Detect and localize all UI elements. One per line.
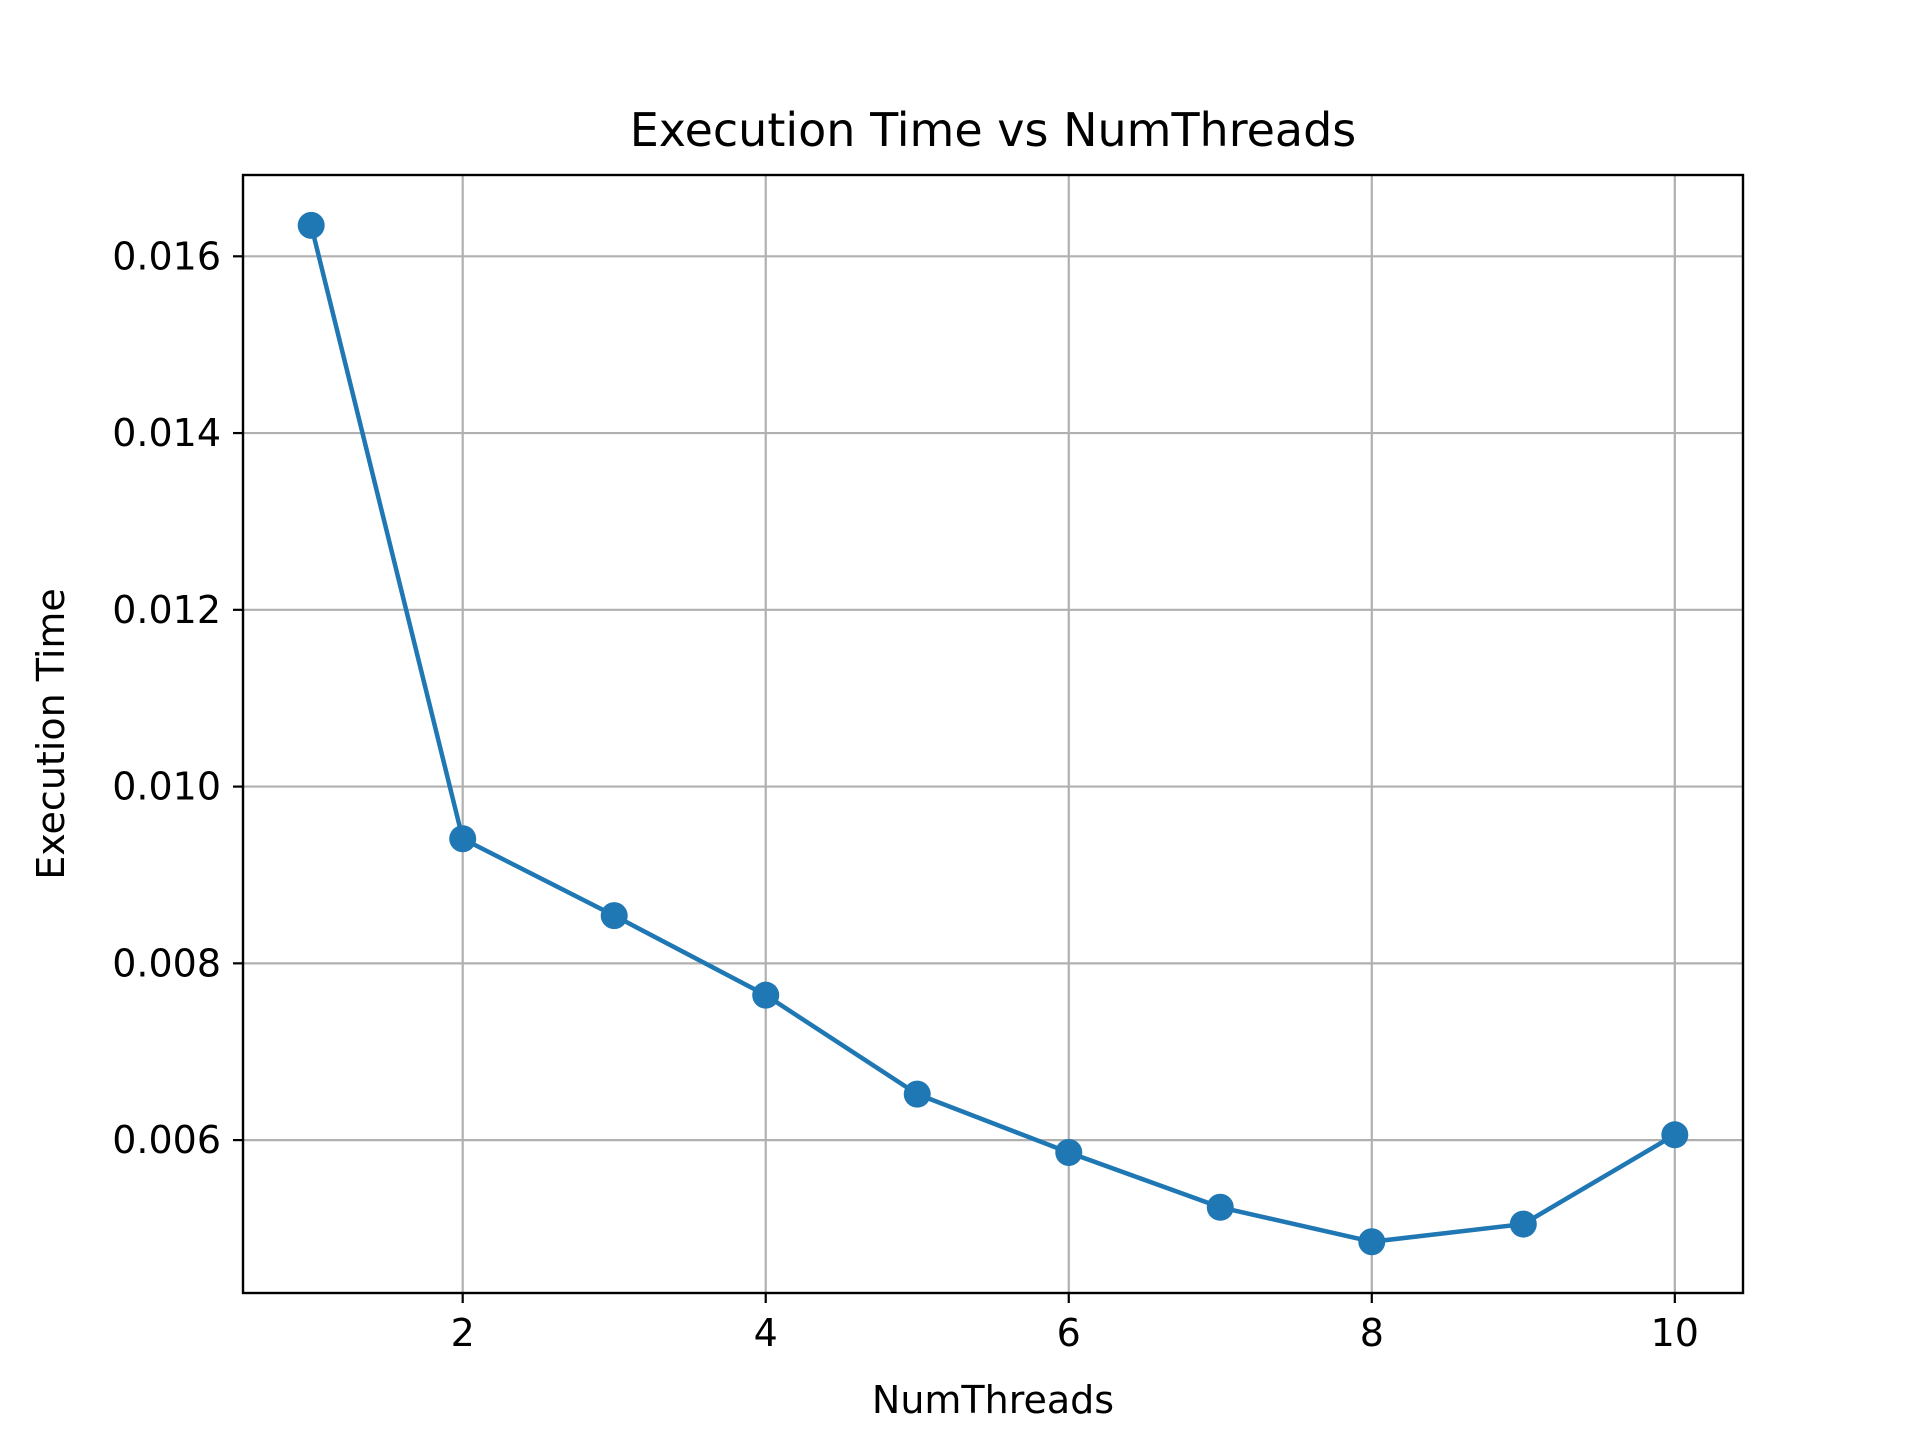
y-axis: 0.006 0.008 0.010 0.012 0.014 0.016: [112, 234, 243, 1162]
y-axis-label: Execution Time: [29, 588, 73, 880]
x-tick-label: 2: [451, 1311, 475, 1355]
x-axis: 2 4 6 8 10: [451, 1293, 1699, 1355]
x-tick-label: 6: [1057, 1311, 1081, 1355]
data-point: [600, 902, 628, 930]
y-tick-label: 0.016: [112, 234, 221, 278]
data-point: [1206, 1193, 1234, 1221]
data-point: [752, 981, 780, 1009]
y-tick-label: 0.006: [112, 1118, 221, 1162]
y-tick-label: 0.008: [112, 941, 221, 985]
data-point: [297, 211, 325, 239]
data-point: [1055, 1138, 1083, 1166]
data-point: [449, 825, 477, 853]
y-tick-label: 0.010: [112, 765, 221, 809]
data-series: [297, 211, 1689, 1256]
plot-frame: [241, 173, 1745, 1295]
x-tick-label: 10: [1651, 1311, 1699, 1355]
data-point: [903, 1080, 931, 1108]
data-point: [1661, 1121, 1689, 1149]
x-axis-label: NumThreads: [872, 1378, 1114, 1422]
data-point: [1358, 1228, 1386, 1256]
x-tick-label: 8: [1360, 1311, 1384, 1355]
x-tick-label: 4: [754, 1311, 778, 1355]
series-line: [308, 223, 1678, 1244]
y-tick-label: 0.012: [112, 588, 221, 632]
chart-title: Execution Time vs NumThreads: [630, 103, 1357, 157]
y-tick-label: 0.014: [112, 411, 221, 455]
data-point: [1509, 1210, 1537, 1238]
grid-lines: [243, 175, 1743, 1293]
